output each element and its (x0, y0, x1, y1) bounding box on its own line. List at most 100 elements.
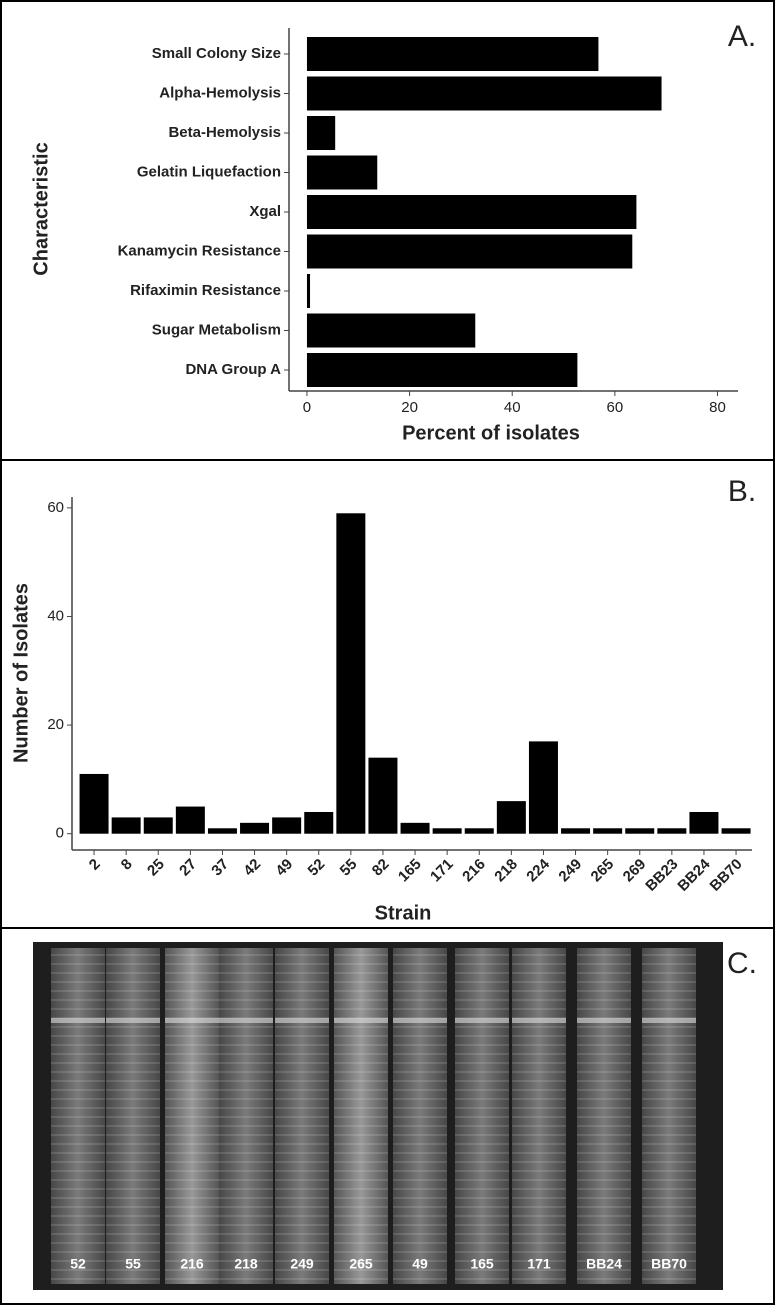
gel-bands (393, 948, 447, 1284)
y-tick-label: Small Colony Size (152, 45, 281, 62)
gel-band (393, 1018, 447, 1023)
bar (304, 811, 334, 834)
x-tick-label: 265 (588, 856, 618, 886)
gel-image: 52 55 216 218 249 265 49 165 171 BB24 BB70 (33, 942, 723, 1290)
bar (561, 828, 591, 834)
bar (175, 806, 205, 834)
bar (336, 513, 366, 834)
bar (143, 817, 173, 834)
gel-bands (577, 948, 631, 1284)
bar (207, 828, 237, 834)
x-tick-label: 171 (427, 856, 457, 886)
gel-band (51, 1018, 105, 1023)
x-axis-title: Strain (375, 902, 432, 924)
y-axis-title: Characteristic (30, 142, 52, 275)
bar (306, 353, 578, 387)
y-tick-label: Rifaximin Resistance (130, 282, 281, 299)
y-tick-label: Beta-Hemolysis (168, 124, 281, 141)
x-tick-label: 249 (555, 856, 585, 886)
gel-band (334, 1018, 388, 1023)
lane-label: 171 (527, 1256, 551, 1272)
y-tick-label: 60 (47, 499, 64, 516)
bar (306, 116, 336, 150)
x-tick-label: 80 (709, 399, 726, 416)
lane-label: 216 (180, 1256, 204, 1272)
x-tick-label: 37 (208, 856, 232, 880)
x-tick-label: 25 (144, 856, 168, 880)
bar (496, 801, 526, 834)
y-tick-label: Alpha-Hemolysis (159, 84, 281, 101)
gel-band (577, 1018, 631, 1023)
bar (306, 234, 633, 269)
x-tick-label: 49 (272, 856, 296, 880)
x-tick-label: BB23 (642, 856, 681, 895)
gel-bands (219, 948, 273, 1284)
bar (306, 76, 662, 111)
y-tick-label: Xgal (249, 203, 281, 220)
lane-label: 165 (470, 1256, 494, 1272)
x-tick-label: 55 (337, 856, 361, 880)
gel-band (165, 1018, 219, 1023)
bar (528, 741, 558, 834)
bar (657, 828, 687, 834)
x-tick-label: 60 (607, 399, 624, 416)
gel-band (275, 1018, 329, 1023)
lane-label: 49 (412, 1256, 428, 1272)
gel-bands (642, 948, 696, 1284)
y-axis-title: Number of Isolates (10, 583, 32, 763)
gel-band (106, 1018, 160, 1023)
bar (306, 155, 378, 190)
x-tick-label: 218 (491, 856, 521, 886)
gel-bands (334, 948, 388, 1284)
gel-band (642, 1018, 696, 1023)
x-tick-label: 27 (176, 856, 200, 880)
x-tick-label: BB24 (674, 855, 714, 895)
gel-bands (455, 948, 509, 1284)
bar (306, 37, 599, 71)
x-tick-label: 224 (523, 855, 553, 885)
y-tick-label: Kanamycin Resistance (118, 242, 281, 259)
bar (368, 757, 398, 834)
x-tick-label: 2 (86, 856, 104, 874)
panel-label: B. (728, 475, 756, 508)
gel-band (512, 1018, 566, 1023)
x-tick-label: BB70 (707, 856, 746, 895)
gel-bands (106, 948, 160, 1284)
y-tick-label: 20 (47, 716, 64, 733)
y-tick-label: DNA Group A (185, 361, 281, 378)
bar (432, 828, 462, 834)
lane-label: 249 (290, 1256, 314, 1272)
panel-label: A. (728, 20, 756, 53)
bar (306, 195, 637, 229)
bar (625, 828, 655, 834)
lane-label: BB70 (651, 1256, 687, 1272)
gel-bands (512, 948, 566, 1284)
lane-label: 265 (349, 1256, 373, 1272)
panel-label: C. (727, 947, 757, 980)
x-tick-label: 42 (240, 856, 264, 880)
x-tick-label: 40 (504, 399, 521, 416)
bar (240, 822, 270, 834)
bar (689, 811, 719, 834)
x-tick-label: 82 (369, 856, 393, 880)
bar (306, 274, 311, 308)
bar (721, 828, 751, 834)
x-tick-label: 0 (303, 399, 311, 416)
lane-label: 218 (234, 1256, 258, 1272)
y-tick-label: 0 (56, 825, 64, 842)
lane-label: BB24 (586, 1256, 622, 1272)
bar (464, 828, 494, 834)
bar (111, 817, 141, 834)
lane-label: 55 (125, 1256, 141, 1272)
gel-bands (275, 948, 329, 1284)
bar (400, 822, 430, 834)
x-tick-label: 216 (459, 856, 489, 886)
bar (79, 773, 109, 834)
x-tick-label: 165 (395, 856, 425, 886)
gel-bands (51, 948, 105, 1284)
lane-label: 52 (70, 1256, 86, 1272)
bar (306, 313, 476, 348)
x-tick-label: 20 (401, 399, 418, 416)
